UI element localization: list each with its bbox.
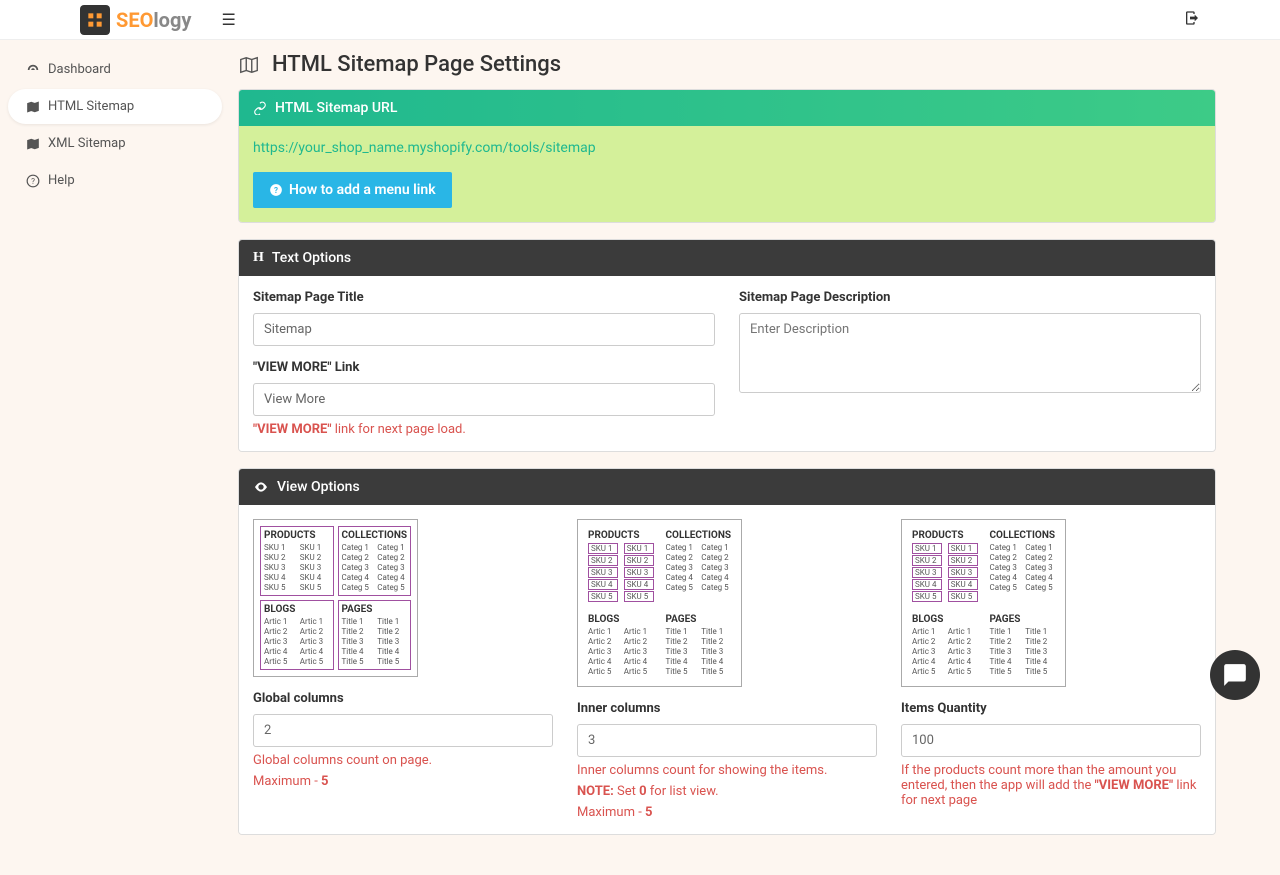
viewmore-input[interactable] [253, 383, 715, 416]
sitemap-title-input[interactable] [253, 313, 715, 346]
page-header: HTML Sitemap Page Settings [238, 52, 1216, 77]
items-quantity-label: Items Quantity [901, 701, 1201, 716]
hamburger-icon[interactable]: ☰ [221, 10, 235, 29]
global-columns-col: PRODUCTSSKU 1SKU 1SKU 2SKU 2SKU 3SKU 3SK… [253, 519, 553, 820]
heading-icon: H [253, 250, 264, 266]
chat-button[interactable] [1210, 650, 1260, 700]
global-columns-input[interactable] [253, 714, 553, 747]
topbar: SEOlogy ☰ [0, 0, 1280, 40]
url-panel: HTML Sitemap URL https://your_shop_name.… [238, 89, 1216, 223]
viewmore-help: "VIEW MORE" link for next page load. [253, 422, 715, 437]
text-options-body: Sitemap Page Title "VIEW MORE" Link "VIE… [239, 276, 1215, 451]
how-to-add-menu-button[interactable]: ? How to add a menu link [253, 172, 452, 208]
sitemap-url[interactable]: https://your_shop_name.myshopify.com/too… [253, 140, 1201, 156]
logout-icon[interactable] [1184, 10, 1200, 30]
inner-columns-input[interactable] [577, 724, 877, 757]
url-panel-body: https://your_shop_name.myshopify.com/too… [239, 126, 1215, 222]
global-preview: PRODUCTSSKU 1SKU 1SKU 2SKU 2SKU 3SKU 3SK… [253, 519, 418, 677]
inner-columns-label: Inner columns [577, 701, 877, 716]
link-icon [253, 101, 267, 115]
sidebar-item-label: Dashboard [48, 62, 111, 77]
sidebar-item-dashboard[interactable]: Dashboard [8, 52, 222, 87]
help-icon: ? [26, 174, 40, 188]
inner-note: NOTE: Set 0 for list view. [577, 784, 877, 799]
viewmore-label: "VIEW MORE" Link [253, 360, 715, 375]
sidebar-item-html-sitemap[interactable]: HTML Sitemap [8, 89, 222, 124]
sidebar-item-help[interactable]: ? Help [8, 163, 222, 198]
items-preview: PRODUCTSSKU 1SKU 1SKU 2SKU 2SKU 3SKU 3SK… [901, 519, 1066, 687]
inner-help1: Inner columns count for showing the item… [577, 763, 877, 778]
view-options-header: View Options [239, 469, 1215, 505]
logo: SEOlogy [80, 5, 191, 35]
inner-columns-col: PRODUCTSSKU 1SKU 1SKU 2SKU 2SKU 3SKU 3SK… [577, 519, 877, 820]
svg-text:?: ? [274, 185, 278, 195]
view-options-body: PRODUCTSSKU 1SKU 1SKU 2SKU 2SKU 3SKU 3SK… [239, 505, 1215, 834]
sitemap-desc-label: Sitemap Page Description [739, 290, 1201, 305]
global-columns-label: Global columns [253, 691, 553, 706]
dashboard-icon [26, 63, 40, 77]
items-quantity-col: PRODUCTSSKU 1SKU 1SKU 2SKU 2SKU 3SKU 3SK… [901, 519, 1201, 820]
eye-icon [253, 479, 269, 495]
sidebar-item-xml-sitemap[interactable]: XML Sitemap [8, 126, 222, 161]
global-help2: Maximum - 5 [253, 774, 553, 789]
content: HTML Sitemap Page Settings HTML Sitemap … [230, 40, 1240, 875]
sidebar-item-label: Help [48, 173, 75, 188]
inner-preview: PRODUCTSSKU 1SKU 1SKU 2SKU 2SKU 3SKU 3SK… [577, 519, 742, 687]
map-icon [238, 54, 260, 76]
svg-text:?: ? [31, 175, 35, 185]
text-options-panel: H Text Options Sitemap Page Title "VIEW … [238, 239, 1216, 452]
logo-text: SEOlogy [116, 8, 191, 32]
sitemap-title-label: Sitemap Page Title [253, 290, 715, 305]
inner-help2: Maximum - 5 [577, 805, 877, 820]
text-options-header: H Text Options [239, 240, 1215, 276]
page-title: HTML Sitemap Page Settings [272, 52, 561, 77]
question-icon: ? [269, 183, 283, 197]
view-options-panel: View Options PRODUCTSSKU 1SKU 1SKU 2SKU … [238, 468, 1216, 835]
url-panel-header: HTML Sitemap URL [239, 90, 1215, 126]
items-help: If the products count more than the amou… [901, 763, 1201, 808]
sidebar-item-label: HTML Sitemap [48, 99, 134, 114]
items-quantity-input[interactable] [901, 724, 1201, 757]
global-help1: Global columns count on page. [253, 753, 553, 768]
sidebar-item-label: XML Sitemap [48, 136, 126, 151]
chat-icon [1222, 662, 1248, 688]
map-icon [26, 100, 40, 114]
logo-icon [80, 5, 110, 35]
map-icon [26, 137, 40, 151]
sitemap-desc-input[interactable] [739, 313, 1201, 393]
sidebar: Dashboard HTML Sitemap XML Sitemap ? Hel… [0, 40, 230, 875]
